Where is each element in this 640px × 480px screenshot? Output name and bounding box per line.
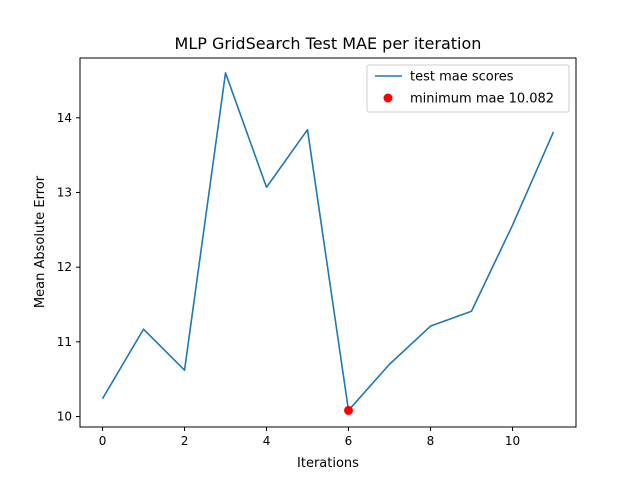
x-tick-label: 0 [99, 434, 107, 448]
y-axis-ticks: 10 11 12 13 14 [57, 111, 80, 424]
x-tick-label: 4 [263, 434, 271, 448]
y-tick-label: 10 [57, 410, 72, 424]
axes-frame [79, 57, 577, 428]
legend: test mae scores minimum mae 10.082 [366, 64, 570, 113]
y-tick-label: 13 [57, 185, 72, 199]
x-tick-label: 8 [427, 434, 435, 448]
y-axis-label: Mean Absolute Error [33, 175, 48, 308]
minimum-point [343, 405, 353, 415]
y-tick-label: 14 [57, 111, 72, 125]
legend-marker-swatch [383, 93, 393, 103]
y-tick-label: 11 [57, 335, 72, 349]
x-axis-label: Iterations [297, 456, 359, 471]
plot-area [101, 72, 555, 415]
legend-box [366, 64, 570, 113]
x-tick-label: 10 [505, 434, 520, 448]
x-axis-ticks: 0 2 4 6 8 10 [99, 427, 520, 448]
legend-label: minimum mae 10.082 [410, 92, 554, 107]
legend-label: test mae scores [410, 70, 514, 85]
chart-title: MLP GridSearch Test MAE per iteration [175, 34, 482, 53]
series-line-test-mae [101, 72, 555, 412]
x-tick-label: 2 [181, 434, 189, 448]
y-tick-label: 12 [57, 260, 72, 274]
x-tick-label: 6 [345, 434, 353, 448]
